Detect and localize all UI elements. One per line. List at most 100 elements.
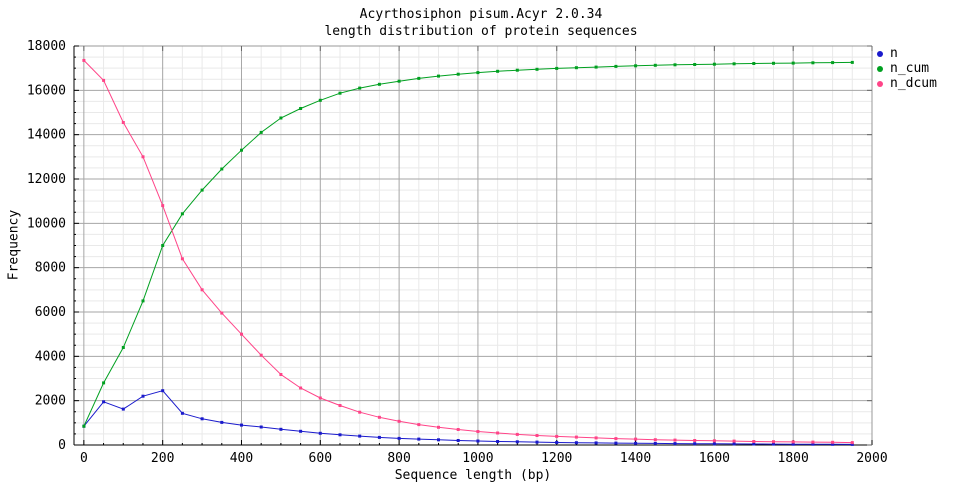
series-n-point: [752, 442, 756, 446]
legend-item-n: n: [877, 47, 937, 60]
series-n-point: [377, 435, 381, 439]
series-n_dcum-point: [850, 441, 854, 445]
series-n-point: [121, 407, 125, 411]
series-n-point: [476, 439, 480, 443]
series-n_dcum-point: [673, 438, 677, 442]
series-n_dcum-point: [791, 440, 795, 444]
series-n_cum-point: [752, 62, 756, 65]
series-n_cum-point: [653, 63, 657, 67]
series-n_dcum-point: [437, 425, 440, 429]
series-n_cum-point: [220, 167, 224, 171]
series-n_cum-point: [338, 91, 342, 95]
series-n_dcum-point: [515, 432, 519, 436]
x-tick-label: 1400: [620, 451, 651, 466]
series-n_cum-point: [161, 244, 165, 247]
y-tick-label: 6000: [35, 305, 66, 320]
minor-grid: [74, 46, 872, 445]
series-n_dcum-point: [496, 431, 500, 435]
series-n_dcum-point: [653, 438, 657, 442]
axis-ticks: [74, 45, 873, 446]
series-n-point: [555, 441, 559, 444]
series-n_cum-point: [515, 68, 519, 72]
y-tick-label: 18000: [27, 39, 66, 54]
series-n_dcum-point: [417, 423, 421, 427]
series-n-point: [634, 441, 638, 445]
series-n_dcum-point: [634, 437, 638, 441]
series-n-point: [732, 442, 736, 446]
major-grid: [74, 45, 873, 446]
y-tick-label: 0: [58, 438, 66, 453]
series-n_cum-point: [417, 76, 421, 80]
series-n-point: [515, 440, 519, 444]
series-n_dcum-point: [220, 311, 224, 315]
series-n-point: [791, 442, 795, 446]
series-n-point: [437, 438, 440, 442]
y-tick-label: 8000: [35, 261, 66, 276]
series-n_cum-point: [594, 65, 598, 69]
series-n-point: [574, 441, 578, 445]
series-n_cum-point: [614, 64, 618, 68]
series-n_cum-point: [377, 82, 381, 86]
series-n: [82, 389, 854, 446]
series-n_cum-point: [732, 62, 736, 66]
series-n_cum-point: [673, 63, 677, 67]
series-n_dcum-point: [594, 436, 598, 440]
series-n_dcum-point: [456, 428, 460, 431]
series-n_cum-point: [496, 69, 500, 73]
series-n_cum-point: [200, 188, 204, 192]
x-tick-label: 1200: [541, 451, 572, 466]
series-n_dcum-point: [180, 257, 184, 261]
series-n_dcum-point: [141, 155, 145, 159]
x-tick-label: 200: [151, 451, 174, 466]
series-n_cum: [82, 60, 854, 428]
series-n-point: [102, 400, 106, 404]
series-n_dcum-point: [397, 419, 401, 423]
series-n-point: [161, 389, 165, 393]
series-n_cum-point: [712, 62, 716, 66]
series-n_cum-point: [240, 148, 243, 152]
series-n-point: [831, 442, 835, 446]
x-tick-label: 0: [80, 451, 88, 466]
legend-item-n_cum: n_cum: [877, 62, 937, 75]
series-n_cum-point: [555, 66, 559, 70]
series-n-point: [693, 442, 697, 446]
series-n_cum-point: [279, 116, 283, 120]
series-n_dcum-point: [377, 415, 381, 419]
series-n-point: [259, 425, 263, 429]
series-n-point: [614, 441, 618, 445]
series-n_cum-point: [634, 64, 638, 68]
x-tick-label: 600: [309, 451, 332, 466]
series-n_dcum-point: [200, 288, 204, 292]
series-n-point: [712, 442, 716, 446]
series-n_cum-point: [180, 212, 184, 216]
legend-marker-icon: [877, 50, 883, 57]
x-tick-label: 400: [230, 451, 253, 466]
legend: n n_cum n_dcum: [877, 47, 937, 90]
series-n_cum-point: [574, 66, 578, 70]
series-n-point: [594, 441, 598, 445]
series-n_dcum-point: [732, 439, 736, 443]
series-n_dcum-point: [82, 58, 86, 62]
series-n_dcum-point: [161, 204, 165, 208]
x-tick-label: 1000: [462, 451, 493, 466]
series-n_dcum-point: [338, 404, 342, 407]
series-n-point: [358, 434, 362, 438]
series-n_cum-point: [831, 61, 835, 65]
series-n_cum-point: [456, 72, 460, 76]
series-n-point: [535, 440, 539, 444]
series-n-point: [673, 442, 677, 446]
series-n-point: [417, 437, 421, 441]
series-n_dcum-point: [476, 430, 480, 433]
series-n-point: [141, 394, 145, 398]
series-n_cum-point: [437, 74, 440, 78]
series-n-point: [811, 442, 815, 446]
series-n_dcum-point: [240, 332, 243, 336]
series-n_dcum-point: [318, 396, 322, 400]
series-n_dcum: [82, 58, 854, 445]
legend-label: n_cum: [890, 61, 930, 76]
series-n_cum-point: [397, 79, 401, 83]
series-n-point: [456, 439, 460, 442]
series-n-point: [772, 442, 775, 446]
